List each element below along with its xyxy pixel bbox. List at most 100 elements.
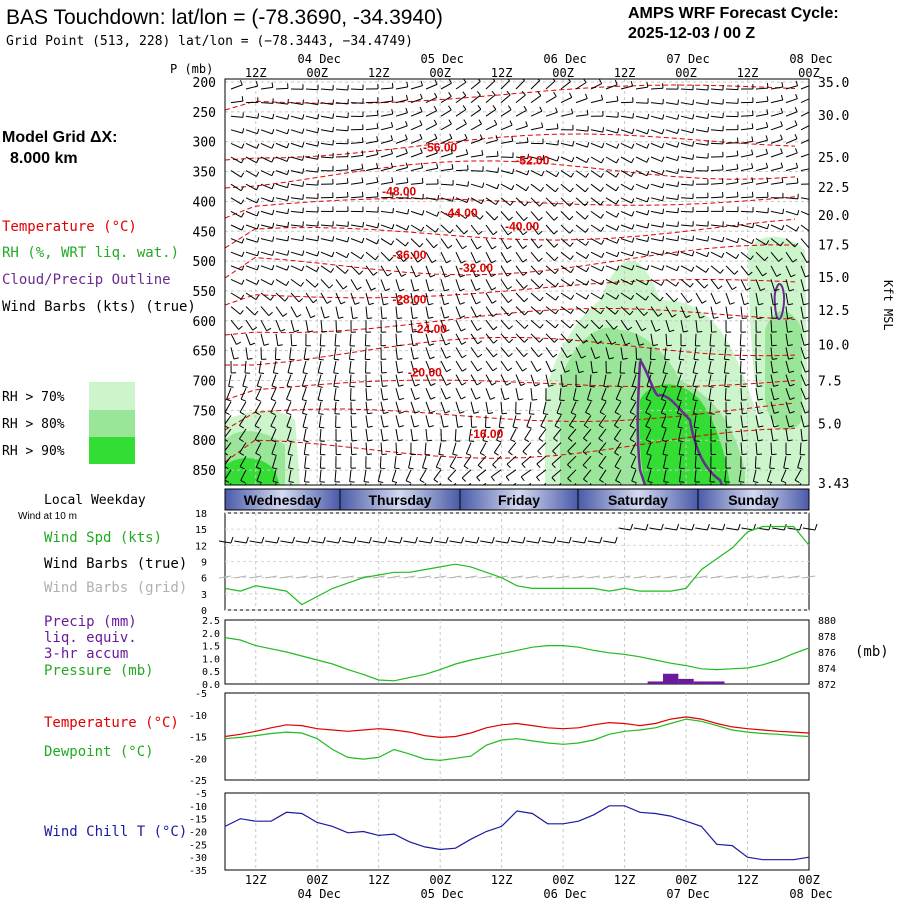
wind-barb-feather <box>692 114 695 120</box>
wind-barb-feather <box>507 231 513 236</box>
wind-barb-feather <box>497 167 499 173</box>
wind-barb-true-feather <box>583 536 587 544</box>
wind-barb-feather <box>434 133 438 139</box>
wind-barb-feather <box>288 467 294 470</box>
wind-barb <box>590 129 603 133</box>
wind-barb <box>605 319 615 330</box>
wind-barb <box>560 360 566 373</box>
wind-barb <box>785 347 789 360</box>
wind-barb-feather <box>317 385 323 388</box>
wind-barb <box>530 319 541 329</box>
page-title: BAS Touchdown: lat/lon = (-78.3690, -34.… <box>6 6 443 29</box>
wind-barb-feather <box>538 438 544 442</box>
wind-barb <box>695 142 708 146</box>
wind-barb-feather <box>765 148 769 154</box>
wind-barb <box>545 80 556 90</box>
wind-barb-feather <box>568 338 573 344</box>
wind-barb-feather <box>266 327 272 332</box>
wind-barb-feather <box>287 182 290 188</box>
wind-barb <box>470 374 478 386</box>
wind-barb <box>440 183 454 186</box>
model-grid-label: Model Grid ΔX: <box>2 129 118 146</box>
wind-barb-feather <box>692 235 695 241</box>
wind-barb <box>461 469 472 479</box>
wind-barb-feather <box>367 439 373 442</box>
wind-barb <box>650 333 654 346</box>
wind-barb-feather <box>434 79 438 85</box>
wind-barb <box>395 86 408 90</box>
wind-barb-feather <box>452 453 458 456</box>
wind-barb <box>650 142 663 149</box>
wind-barb-true-feather <box>737 523 741 531</box>
wind-barb-feather <box>507 79 510 81</box>
wind-barb-feather <box>570 268 574 273</box>
kft-axis-title: Kft MSL <box>881 280 895 331</box>
wind-barb-feather <box>803 303 809 306</box>
wind-barb-feather <box>553 216 558 221</box>
wind-barb-feather <box>478 119 482 125</box>
wind-barb <box>526 415 532 427</box>
wind-barb <box>694 442 697 455</box>
wind-barb <box>425 123 437 131</box>
wind-barb <box>692 360 697 373</box>
wind-barb <box>290 102 303 106</box>
wind-barb <box>455 123 467 131</box>
wind-barb <box>619 360 622 374</box>
wind-barb <box>425 388 432 400</box>
wind-barb <box>800 401 806 414</box>
wind-barb-feather <box>585 294 590 300</box>
wind-barb <box>286 374 292 387</box>
wind-barb <box>290 142 303 148</box>
wind-barb <box>350 415 353 428</box>
wind-barb-feather <box>302 412 308 416</box>
wind-barb <box>770 306 773 319</box>
wind-barb-feather <box>436 466 442 470</box>
wind-barb-true <box>280 540 293 544</box>
temperature-contour-line <box>225 160 796 189</box>
wind-barb-feather <box>780 162 784 168</box>
wind-barb <box>680 170 693 173</box>
wind-barb-feather <box>240 480 246 484</box>
wind-barb <box>617 374 622 387</box>
wind-barb <box>260 102 274 104</box>
wind-barb-feather <box>600 94 604 100</box>
wind-barb-feather <box>415 274 421 278</box>
wind-barb <box>470 387 477 400</box>
wind-barb <box>515 238 524 249</box>
wind-barb-feather <box>482 440 488 443</box>
wind-barb-feather <box>537 91 542 96</box>
wind-barb-feather <box>367 412 373 415</box>
wind-speed-tick-label: 0 <box>201 606 207 617</box>
wind-barb <box>738 469 742 482</box>
wind-barb <box>780 469 787 482</box>
cloud-outline <box>773 283 786 320</box>
top-hour-label: 12Z <box>737 66 759 80</box>
wind-barb <box>695 156 708 159</box>
wind-barb <box>425 320 430 333</box>
wind-barb <box>440 210 452 218</box>
wind-barb <box>785 333 789 346</box>
wind-barb-feather <box>657 312 663 317</box>
wind-speed-tick-label: 12 <box>195 541 207 552</box>
wind-barb-feather <box>706 251 710 257</box>
wind-barb-feather <box>692 167 694 173</box>
wind-barb <box>678 442 682 455</box>
wind-barb-feather <box>726 439 732 442</box>
wind-barb <box>598 455 607 467</box>
wind-barb <box>410 265 417 278</box>
wind-barb <box>500 306 510 317</box>
wind-barb <box>545 211 555 221</box>
wind-barb-grid <box>756 575 769 579</box>
wind-barb-feather <box>419 242 424 248</box>
wind-barb-feather <box>255 81 259 87</box>
pressure-tick-label: 250 <box>193 106 216 121</box>
wind-barb-feather <box>645 412 651 416</box>
wind-barb <box>709 401 712 414</box>
wind-barb <box>425 210 438 217</box>
wind-barb <box>695 265 707 273</box>
wind-barb-feather <box>583 339 588 344</box>
wind-barb <box>410 124 423 131</box>
wind-barb-feather <box>554 338 559 343</box>
wind-barb-feather <box>598 438 604 442</box>
wind-barb-feather <box>491 382 497 386</box>
